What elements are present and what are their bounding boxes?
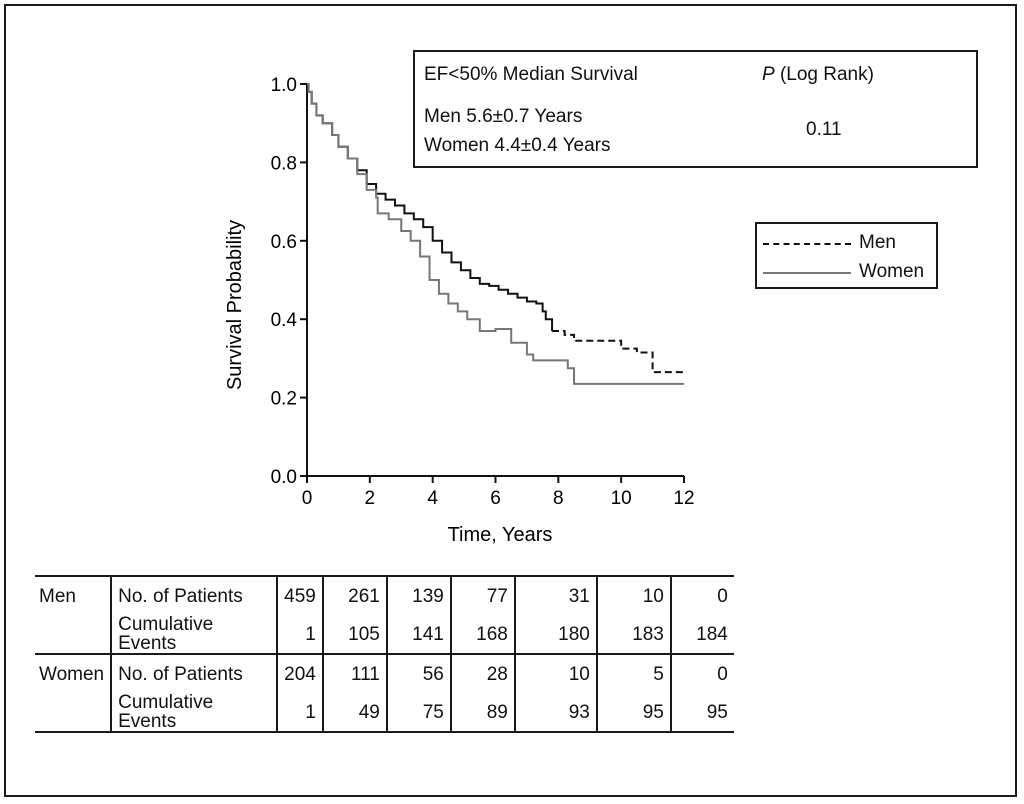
table-cell: 204 (277, 654, 324, 693)
legend: Men Women (755, 222, 938, 289)
table-cell: 184 (670, 615, 734, 655)
x-tick-label: 4 (427, 488, 438, 509)
table-cell: 1 (277, 615, 324, 655)
legend-women-swatch (763, 272, 851, 274)
y-tick-label: 0.8 (271, 153, 297, 174)
table-cell: 1 (277, 693, 324, 733)
x-tick-label: 8 (553, 488, 564, 509)
men-median: Men 5.6±0.7 Years (424, 106, 583, 127)
p-symbol: P (762, 64, 775, 85)
table-cell: 77 (450, 575, 516, 615)
table-cell: 5 (596, 654, 672, 693)
table-cell: 31 (514, 575, 598, 615)
table-cell: 459 (277, 575, 324, 615)
x-tick-label: 6 (490, 488, 501, 509)
table-cell: 0 (717, 663, 728, 685)
women-median: Women 4.4±0.4 Years (424, 135, 611, 156)
table-cell: 10 (596, 575, 672, 615)
table-cell: 95 (596, 693, 672, 733)
y-axis-label: Survival Probability (224, 220, 246, 390)
legend-women: Women (763, 261, 933, 285)
table-cell: 105 (322, 615, 388, 655)
row-label: Cumulative Events (111, 693, 279, 733)
x-tick-label: 2 (365, 488, 376, 509)
stats-header: EF<50% Median Survival (424, 64, 638, 85)
x-axis-label: Time, Years (448, 524, 553, 546)
figure-frame (4, 4, 1017, 797)
median-survival-box: EF<50% Median Survival P (Log Rank) Men … (413, 50, 978, 168)
table-row: Women No. of Patients 204 111 56 28 10 5… (35, 654, 734, 693)
risk-table: Men No. of Patients 459 261 139 77 31 10… (35, 575, 734, 733)
log-rank-label: (Log Rank) (774, 64, 874, 85)
legend-men-label: Men (859, 232, 896, 253)
x-tick-label: 12 (673, 488, 694, 509)
y-tick-label: 0.6 (271, 232, 297, 253)
table-cell: 168 (450, 615, 516, 655)
table-row: Cumulative Events 1 49 75 89 93 95 95 (35, 693, 734, 733)
table-cell: 89 (450, 693, 516, 733)
table-row: Men No. of Patients 459 261 139 77 31 10… (35, 575, 734, 615)
table-cell: 75 (386, 693, 452, 733)
table-cell: 141 (386, 615, 452, 655)
table-cell: 56 (386, 654, 452, 693)
x-tick-label: 0 (302, 488, 313, 509)
legend-men: Men (763, 232, 933, 256)
y-tick-label: 0.2 (271, 389, 297, 410)
table-cell: 139 (386, 575, 452, 615)
table-cell: 0 (670, 575, 734, 615)
table-cell: 10 (514, 654, 598, 693)
table-cell: 180 (514, 615, 598, 655)
table-cell: 183 (596, 615, 672, 655)
p-value-header: P (Log Rank) (762, 64, 874, 86)
row-label: Cumulative Events (111, 615, 279, 655)
series-men-tail (552, 329, 684, 374)
y-tick-label: 0.0 (271, 467, 297, 488)
table-cell: 95 (670, 693, 734, 733)
row-label: No. of Patients (111, 575, 279, 615)
table-row: Cumulative Events 1 105 141 168 180 183 1… (35, 615, 734, 655)
y-tick-label: 0.4 (271, 310, 298, 331)
table-cell: 49 (322, 693, 388, 733)
table-cell: 261 (322, 575, 388, 615)
group-label-men: Men (35, 575, 113, 615)
table-cell: 28 (450, 654, 516, 693)
p-value: 0.11 (806, 119, 842, 140)
table-cell: 93 (514, 693, 598, 733)
legend-women-label: Women (859, 261, 925, 282)
row-label: No. of Patients (111, 654, 279, 693)
y-tick-label: 1.0 (271, 75, 297, 96)
group-spacer (35, 693, 113, 733)
legend-men-swatch (763, 243, 851, 245)
group-label-women: Women (35, 654, 113, 693)
table-cell: 111 (322, 654, 388, 693)
series-women-line (307, 83, 684, 385)
chart-series (307, 83, 684, 385)
group-spacer (35, 615, 113, 655)
chart-axes: 0.0 0.2 0.4 0.6 0.8 1.0 0 2 4 6 8 10 12 (271, 75, 695, 509)
x-tick-label: 10 (611, 488, 632, 509)
